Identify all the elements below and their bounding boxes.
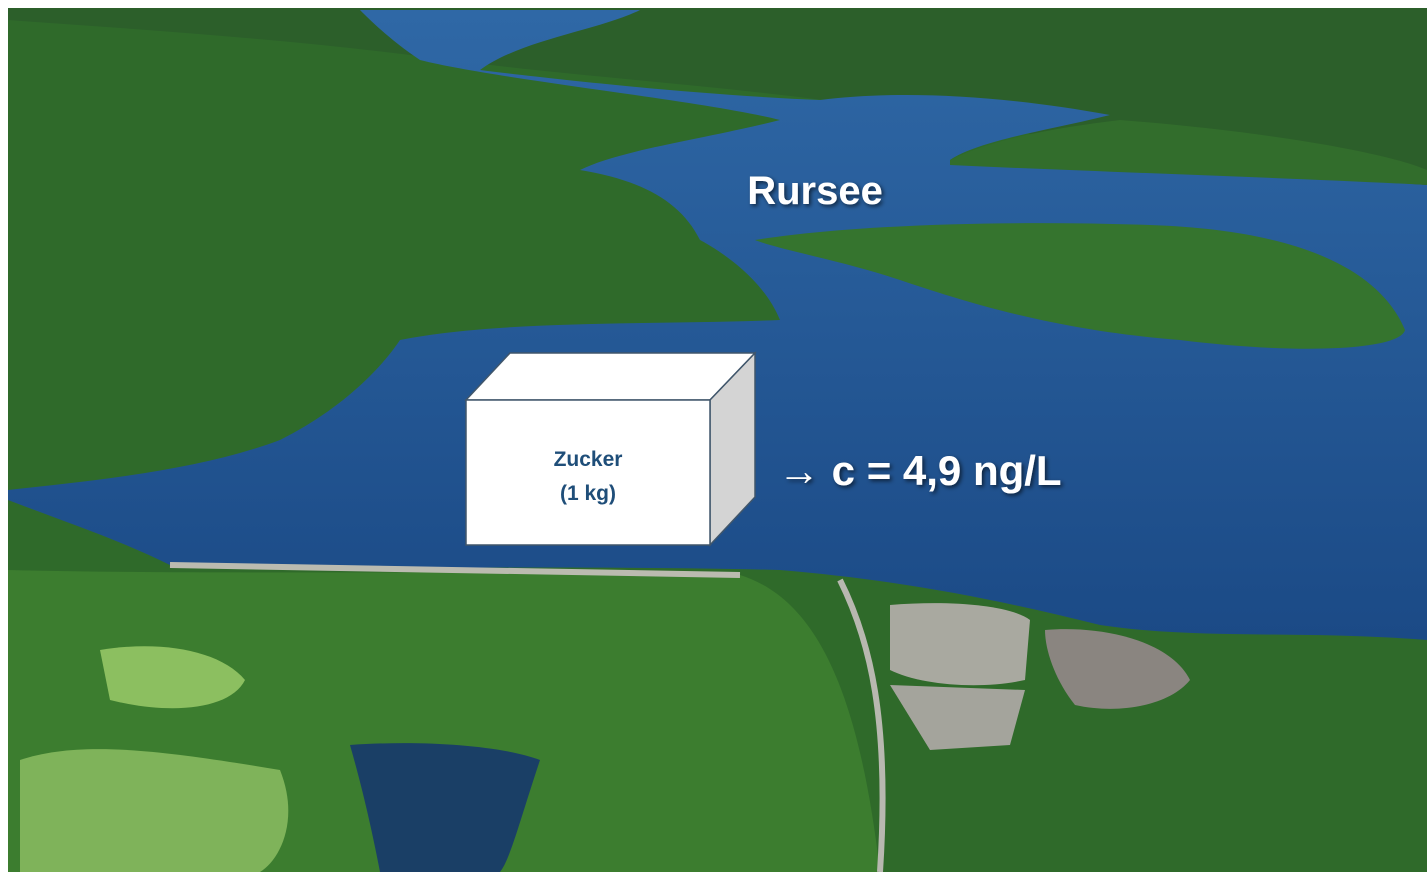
concentration-label: → c = 4,9 ng/L bbox=[778, 447, 1062, 494]
sugar-box: Zucker (1 kg) bbox=[466, 353, 755, 545]
parking bbox=[890, 603, 1030, 685]
meadow bbox=[20, 749, 288, 872]
box-label: Zucker bbox=[554, 448, 623, 471]
page: Zucker (1 kg) Rursee → c = 4,9 ng/L (() … bbox=[0, 0, 1427, 872]
lake-label: Rursee bbox=[747, 169, 883, 213]
box-front bbox=[466, 400, 710, 545]
box-label: (1 kg) bbox=[560, 482, 616, 505]
scene: Zucker (1 kg) Rursee → c = 4,9 ng/L bbox=[0, 0, 1427, 872]
box-top bbox=[466, 353, 755, 400]
